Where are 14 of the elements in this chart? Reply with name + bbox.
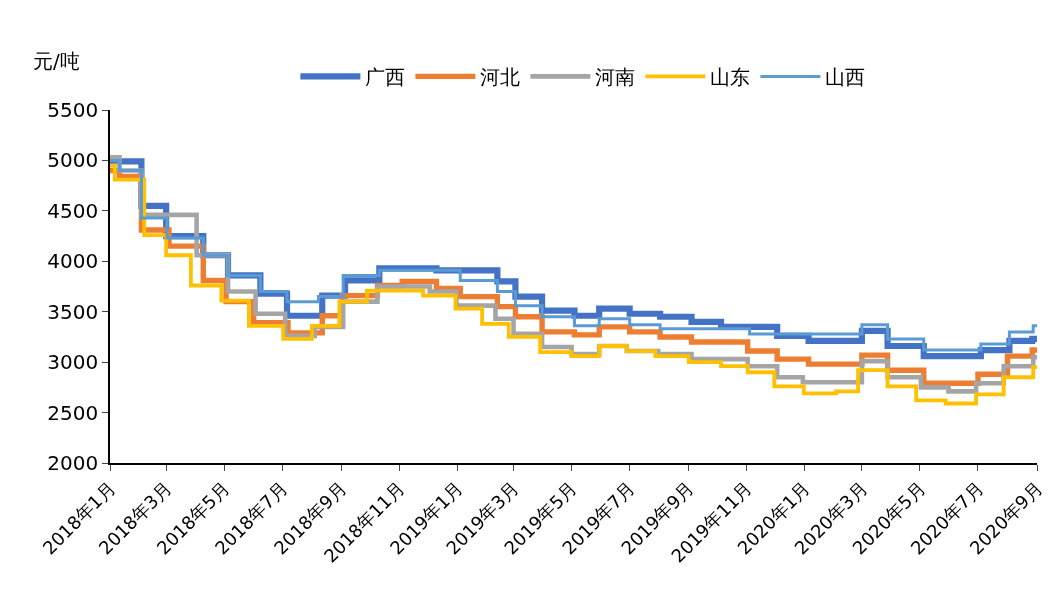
- y-tick-label: 5500: [47, 98, 99, 122]
- y-axis-title: 元/吨: [33, 49, 80, 73]
- legend-label: 广西: [365, 65, 406, 90]
- y-tick-label: 2000: [47, 451, 99, 475]
- legend-label: 山东: [710, 65, 751, 90]
- legend-label: 河南: [595, 65, 636, 90]
- legend-label: 山西: [825, 65, 866, 90]
- y-tick-label: 2500: [47, 400, 99, 425]
- legend-label: 河北: [480, 65, 521, 90]
- y-tick-label: 3500: [47, 299, 99, 324]
- y-tick-label: 5000: [47, 148, 99, 173]
- y-tick-label: 4000: [47, 249, 99, 274]
- y-tick-label: 4500: [47, 198, 99, 223]
- y-tick-label: 3000: [47, 350, 99, 375]
